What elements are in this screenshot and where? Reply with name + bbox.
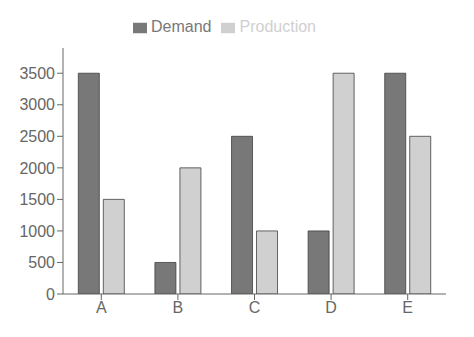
svg-text:A: A <box>96 299 107 316</box>
svg-text:2500: 2500 <box>19 128 55 145</box>
svg-text:E: E <box>402 299 413 316</box>
svg-text:3500: 3500 <box>19 65 55 82</box>
html-text:Production: Production <box>239 18 316 35</box>
svg-text:C: C <box>249 299 261 316</box>
html-text:Demand: Demand <box>151 18 212 35</box>
svg-text:500: 500 <box>28 254 55 271</box>
svg-text:B: B <box>173 299 184 316</box>
svg-text:1000: 1000 <box>19 223 55 240</box>
svg-text:D: D <box>325 299 337 316</box>
svg-text:1500: 1500 <box>19 191 55 208</box>
svg-text:2000: 2000 <box>19 160 55 177</box>
svg-text:3000: 3000 <box>19 96 55 113</box>
svg-text:0: 0 <box>46 286 55 303</box>
